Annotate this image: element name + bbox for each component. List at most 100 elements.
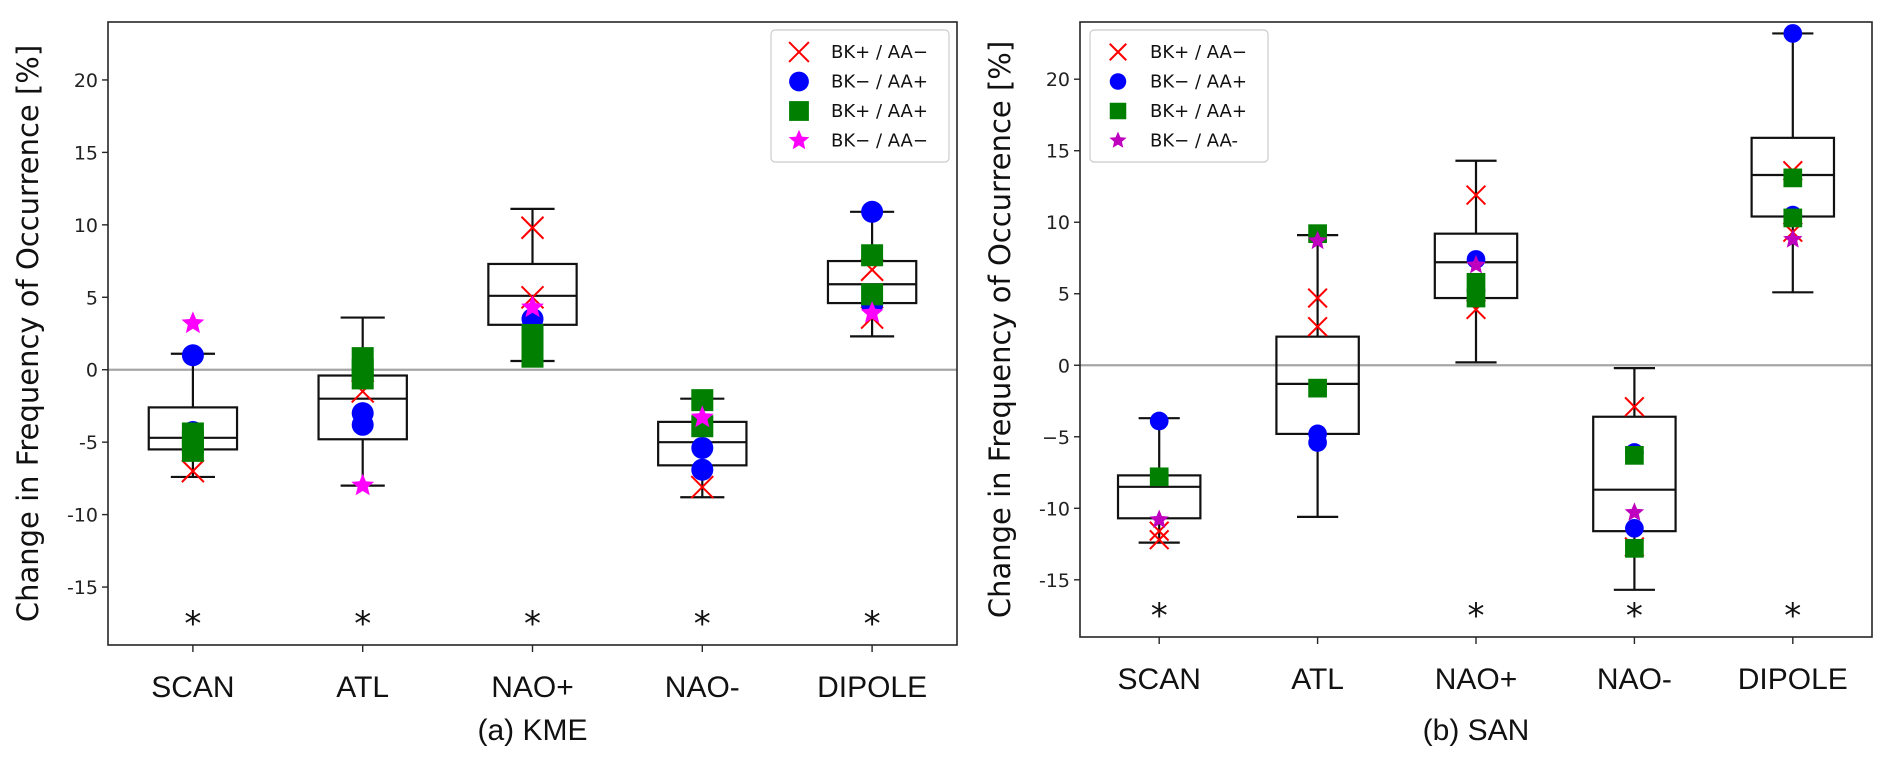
- marker-x: [181, 459, 205, 483]
- significance-marker: *: [1784, 596, 1801, 636]
- marker-x: [1465, 185, 1487, 206]
- y-tick-label: -15: [1039, 570, 1070, 592]
- marker-circle: [1149, 411, 1169, 431]
- y-tick-label: -10: [1039, 498, 1070, 520]
- legend-label: BK− / AA+: [1150, 72, 1247, 93]
- legend-circle-icon: [789, 71, 809, 92]
- y-tick-label: −5: [1042, 427, 1070, 449]
- marker-circle: [1308, 433, 1327, 452]
- marker-square: [861, 283, 884, 306]
- box-naoplus: [1433, 159, 1519, 364]
- marker-square: [521, 345, 544, 368]
- y-tick-label: 5: [86, 287, 98, 309]
- marker-x-stroke: [1307, 287, 1328, 309]
- significance-marker: *: [1626, 596, 1643, 636]
- box-atl: [317, 316, 408, 487]
- box-dipole: [1750, 32, 1836, 294]
- significance-marker: *: [694, 604, 711, 644]
- legend-circle-icon: [1109, 73, 1127, 90]
- legend-x-icon-stroke: [788, 41, 810, 63]
- marker-square: [1783, 208, 1803, 228]
- significance-marker: *: [1468, 596, 1485, 636]
- marker-circle: [691, 458, 714, 481]
- marker-x: [1149, 529, 1170, 550]
- marker-x: [1149, 521, 1170, 542]
- marker-star: [521, 295, 544, 318]
- significance-marker: *: [864, 604, 881, 644]
- marker-x-stroke: [181, 459, 205, 483]
- marker-star: [1307, 230, 1328, 250]
- marker-square: [351, 367, 374, 390]
- y-tick-label: -10: [67, 505, 98, 527]
- significance-marker: *: [184, 604, 201, 644]
- x-tick-label: NAO-: [665, 671, 740, 704]
- y-tick-label: 0: [86, 360, 98, 382]
- y-tick-label: 10: [1046, 212, 1070, 234]
- marker-star: [1466, 254, 1486, 274]
- marker-x: [690, 475, 715, 499]
- legend-frame: [770, 29, 950, 163]
- x-tick-label: ATL: [336, 671, 389, 704]
- x-tick-label: DIPOLE: [1738, 663, 1848, 696]
- legend-item: BK− / AA+: [1109, 72, 1247, 93]
- legend-frame: [1089, 29, 1269, 163]
- x-tick-label: NAO+: [1435, 663, 1518, 696]
- x-tick-label: ATL: [1291, 663, 1344, 696]
- marker-star: [181, 311, 205, 334]
- legend-star-icon: [788, 129, 810, 150]
- legend-label: BK+ / AA−: [831, 42, 928, 63]
- legend: BK+ / AA− BK− / AA+ BK+ / AA+ BK− / AA−: [770, 29, 950, 163]
- marker-square: [1783, 168, 1803, 188]
- marker-square: [691, 415, 714, 438]
- legend-item: BK− / AA+: [789, 72, 928, 93]
- x-tick-label: NAO+: [491, 671, 574, 704]
- legend-label: BK− / AA-: [1150, 131, 1238, 152]
- y-axis-label: Change in Frequency of Occurrence [%]: [983, 41, 1017, 618]
- legend-label: BK+ / AA+: [1150, 101, 1247, 122]
- x-tick-label: SCAN: [1118, 663, 1201, 696]
- marker-x-stroke: [690, 475, 715, 499]
- marker-circle: [181, 344, 204, 367]
- y-tick-label: 20: [74, 70, 98, 92]
- x-axis-label: (b) SAN: [1423, 714, 1530, 747]
- legend-label: BK+ / AA−: [1150, 42, 1247, 63]
- y-tick-label: 20: [1046, 69, 1070, 91]
- marker-x-stroke: [520, 216, 545, 240]
- marker-star: [860, 301, 884, 323]
- x-tick-label: DIPOLE: [817, 671, 927, 704]
- legend-star-icon: [1109, 131, 1127, 148]
- marker-circle: [691, 436, 714, 459]
- panel-a-kme: -15 -10 -5 0 5 10 15 20 * * * * * SCAN ATL NAO+ NAO- DIPO…: [11, 21, 958, 747]
- marker-circle: [351, 413, 374, 436]
- marker-square: [1466, 288, 1486, 308]
- y-tick-label: -5: [79, 432, 98, 454]
- y-axis-label: Change in Frequency of Occurrence [%]: [11, 45, 45, 622]
- legend-x-icon: [788, 41, 810, 63]
- marker-square: [1625, 446, 1644, 465]
- marker-star: [351, 473, 375, 496]
- legend-x-icon-stroke: [1109, 43, 1127, 61]
- significance-marker: *: [1151, 596, 1168, 636]
- marker-x-stroke: [1149, 521, 1170, 542]
- series-star: [181, 295, 884, 496]
- marker-square: [1466, 272, 1486, 292]
- legend-item: BK+ / AA−: [1109, 42, 1247, 63]
- legend-square-icon: [789, 101, 809, 121]
- marker-x: [1307, 316, 1328, 337]
- marker-circle: [861, 200, 884, 223]
- legend-item: BK+ / AA−: [788, 41, 928, 63]
- significance-marker: *: [354, 604, 371, 644]
- x-axis-label: (a) KME: [477, 714, 587, 747]
- legend: BK+ / AA− BK− / AA+ BK+ / AA+ BK− / AA-: [1089, 29, 1269, 163]
- x-tick-label: SCAN: [151, 671, 234, 704]
- marker-square: [181, 439, 204, 462]
- marker-x: [1307, 287, 1328, 309]
- legend-square-icon: [1109, 102, 1127, 120]
- significance-marker: *: [524, 604, 541, 644]
- marker-square: [861, 244, 884, 267]
- marker-star: [1149, 509, 1169, 528]
- marker-square: [691, 389, 714, 412]
- legend-label: BK− / AA+: [831, 72, 928, 93]
- marker-star: [1783, 229, 1803, 248]
- legend-item: BK+ / AA+: [789, 101, 928, 122]
